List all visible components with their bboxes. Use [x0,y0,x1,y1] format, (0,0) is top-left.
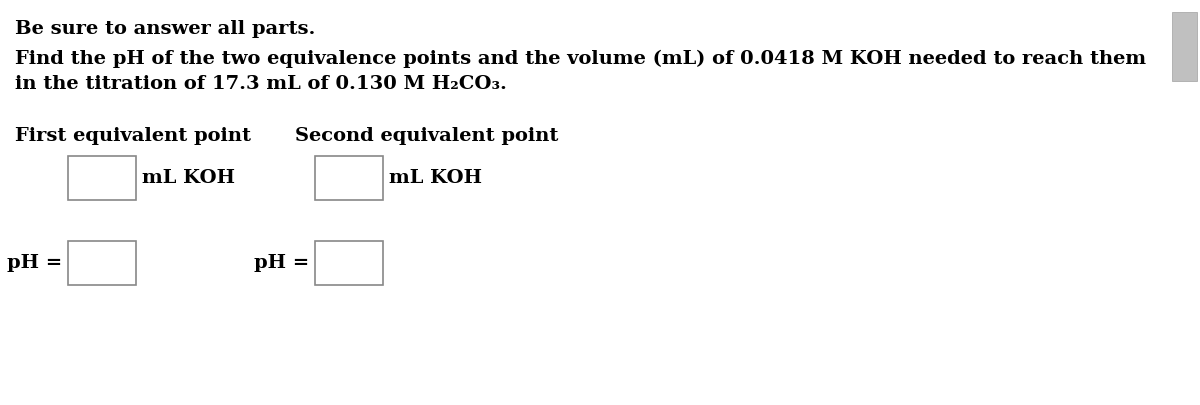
FancyBboxPatch shape [314,156,383,200]
Text: mL KOH: mL KOH [142,169,235,187]
Text: in the titration of 17.3 mL of 0.130 Μ H₂CO₃.: in the titration of 17.3 mL of 0.130 Μ H… [14,75,506,93]
Text: pH =: pH = [253,254,310,272]
FancyBboxPatch shape [1172,12,1196,81]
Text: First equivalent point: First equivalent point [14,127,251,145]
Text: mL KOH: mL KOH [389,169,482,187]
Text: Be sure to answer all parts.: Be sure to answer all parts. [14,20,316,38]
Text: Find the pH of the two equivalence points and the volume (mL) of 0.0418 Μ KOH ne: Find the pH of the two equivalence point… [14,50,1146,68]
FancyBboxPatch shape [68,156,136,200]
FancyBboxPatch shape [68,241,136,285]
Text: Second equivalent point: Second equivalent point [295,127,558,145]
FancyBboxPatch shape [314,241,383,285]
Text: pH =: pH = [7,254,62,272]
